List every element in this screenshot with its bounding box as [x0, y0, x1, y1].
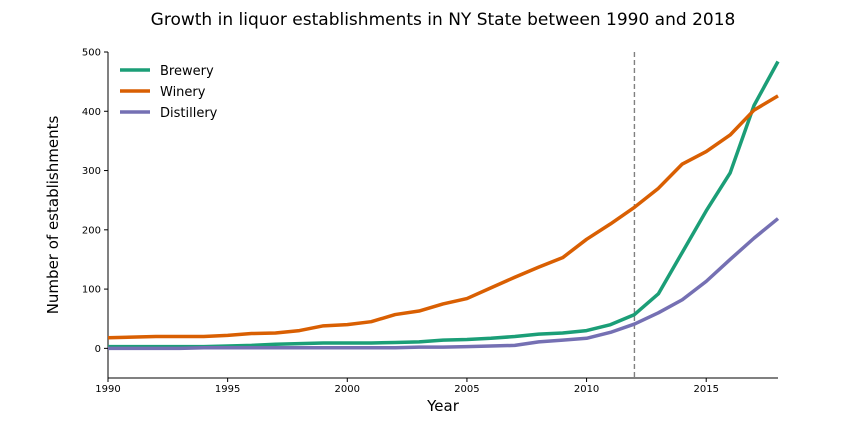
chart-title: Growth in liquor establishments in NY St… — [151, 10, 736, 30]
x-tick-label: 1995 — [215, 384, 240, 395]
x-tick-label: 2000 — [335, 384, 360, 395]
y-tick-label: 500 — [82, 48, 101, 59]
legend-label-brewery: Brewery — [160, 64, 214, 79]
x-tick-label: 2010 — [574, 384, 599, 395]
series-line-distillery — [108, 217, 780, 351]
y-tick-label: 300 — [82, 166, 101, 177]
legend-label-winery: Winery — [160, 85, 206, 100]
x-tick-label: 2015 — [693, 384, 718, 395]
ticks-layer: 1990 1995 2000 2005 2010 2015 0 100 200 300 400 500 — [82, 48, 719, 396]
series-layer — [107, 60, 780, 351]
y-tick-label: 100 — [82, 285, 101, 296]
x-tick-label: 2005 — [454, 384, 479, 395]
x-axis-label: Year — [426, 397, 460, 415]
y-tick-label: 400 — [82, 107, 101, 118]
legend: Brewery Winery Distillery — [120, 64, 218, 121]
x-tick-label: 1990 — [95, 384, 120, 395]
y-tick-label: 0 — [95, 344, 101, 355]
series-line-winery — [107, 94, 779, 340]
y-tick-label: 200 — [82, 225, 101, 236]
legend-label-distillery: Distillery — [160, 106, 218, 121]
y-axis-label: Number of establishments — [44, 116, 62, 315]
